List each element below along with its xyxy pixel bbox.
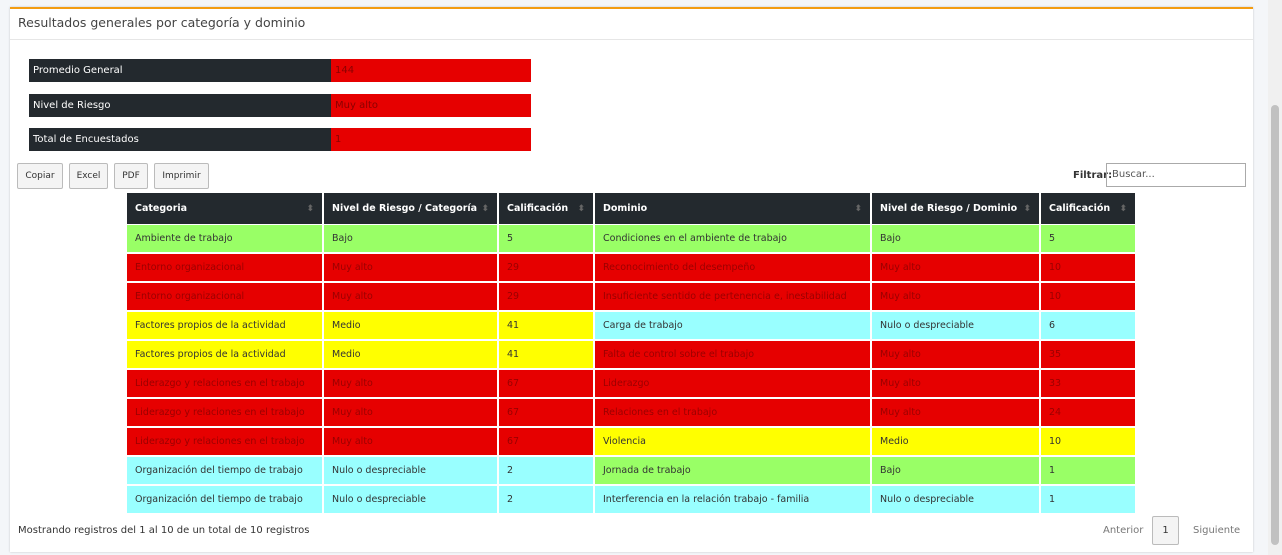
table-cell: 10 <box>1041 283 1137 312</box>
table-cell: Liderazgo y relaciones en el trabajo <box>127 370 324 399</box>
search-input[interactable]: Buscar... <box>1106 163 1246 187</box>
table-cell: Muy alto <box>324 283 499 312</box>
table-cell: Organización del tiempo de trabajo <box>127 457 324 486</box>
table-cell: 67 <box>499 399 595 428</box>
table-info: Mostrando registros del 1 al 10 de un to… <box>18 525 310 536</box>
table-cell: 2 <box>499 457 595 486</box>
table-cell: Medio <box>872 428 1041 457</box>
table-cell: Bajo <box>872 225 1041 254</box>
table-cell: Muy alto <box>872 341 1041 370</box>
table-cell: Medio <box>324 341 499 370</box>
table-cell: Nulo o despreciable <box>324 457 499 486</box>
table-cell: Muy alto <box>872 283 1041 312</box>
table-cell: Relaciones en el trabajo <box>595 399 872 428</box>
summary-value: Muy alto <box>331 93 531 117</box>
column-header[interactable]: Categoria <box>127 193 324 224</box>
table-cell: Muy alto <box>324 370 499 399</box>
table-cell: Falta de control sobre el trabajo <box>595 341 872 370</box>
export-button[interactable]: PDF <box>114 163 148 189</box>
table-cell: Factores propios de la actividad <box>127 312 324 341</box>
table-cell: Muy alto <box>872 254 1041 283</box>
table-cell: Medio <box>324 312 499 341</box>
table-cell: 67 <box>499 370 595 399</box>
table-cell: Muy alto <box>872 399 1041 428</box>
table-cell: 5 <box>1041 225 1137 254</box>
table-cell: Carga de trabajo <box>595 312 872 341</box>
table-cell: Nulo o despreciable <box>324 486 499 515</box>
table-cell: Nulo o despreciable <box>872 312 1041 341</box>
column-header[interactable]: Nivel de Riesgo / Categoría <box>324 193 499 224</box>
table-cell: Interferencia en la relación trabajo - f… <box>595 486 872 515</box>
pagination-previous[interactable]: Anterior <box>1103 525 1144 536</box>
table-cell: 2 <box>499 486 595 515</box>
table-cell: 67 <box>499 428 595 457</box>
table-cell: 29 <box>499 254 595 283</box>
summary-label: Promedio General <box>29 59 331 82</box>
table-cell: Nulo o despreciable <box>872 486 1041 515</box>
table-cell: Jornada de trabajo <box>595 457 872 486</box>
table-cell: Liderazgo y relaciones en el trabajo <box>127 428 324 457</box>
export-button[interactable]: Copiar <box>17 163 63 189</box>
column-header[interactable]: Calificación <box>499 193 595 224</box>
table-cell: 29 <box>499 283 595 312</box>
table-cell: 24 <box>1041 399 1137 428</box>
export-button[interactable]: Imprimir <box>154 163 209 189</box>
table-cell: Muy alto <box>324 254 499 283</box>
table-cell: 10 <box>1041 254 1137 283</box>
table-cell: Insuficiente sentido de pertenencia e, i… <box>595 283 872 312</box>
summary-label: Nivel de Riesgo <box>29 93 331 117</box>
card-title: Resultados generales por categoría y dom… <box>18 15 306 30</box>
table-cell: Entorno organizacional <box>127 254 324 283</box>
table-cell: Bajo <box>324 225 499 254</box>
scrollbar[interactable] <box>1268 0 1282 555</box>
table-cell: Factores propios de la actividad <box>127 341 324 370</box>
table-cell: 35 <box>1041 341 1137 370</box>
table-cell: 41 <box>499 312 595 341</box>
table-cell: Violencia <box>595 428 872 457</box>
column-header[interactable]: Calificación <box>1041 193 1137 224</box>
table-cell: 6 <box>1041 312 1137 341</box>
export-button[interactable]: Excel <box>69 163 108 189</box>
table-cell: Liderazgo <box>595 370 872 399</box>
column-header[interactable]: Dominio <box>595 193 872 224</box>
pagination-current[interactable]: 1 <box>1152 516 1179 545</box>
card-header <box>10 9 1253 40</box>
table-cell: Muy alto <box>324 428 499 457</box>
table-cell: Muy alto <box>872 370 1041 399</box>
table-cell: 1 <box>1041 486 1137 515</box>
pagination-next[interactable]: Siguiente <box>1193 525 1241 536</box>
table-cell: Entorno organizacional <box>127 283 324 312</box>
table-cell: 33 <box>1041 370 1137 399</box>
table-cell: Ambiente de trabajo <box>127 225 324 254</box>
table-cell: Reconocimiento del desempeño <box>595 254 872 283</box>
table-cell: 41 <box>499 341 595 370</box>
column-header[interactable]: Nivel de Riesgo / Dominio <box>872 193 1041 224</box>
summary-value: 1 <box>331 128 531 151</box>
table-cell: 1 <box>1041 457 1137 486</box>
table-cell: 5 <box>499 225 595 254</box>
table-cell: Bajo <box>872 457 1041 486</box>
table-cell: Muy alto <box>324 399 499 428</box>
table-cell: Condiciones en el ambiente de trabajo <box>595 225 872 254</box>
summary-value: 144 <box>331 59 531 82</box>
filter-label: Filtrar: <box>1073 170 1113 181</box>
table-cell: Liderazgo y relaciones en el trabajo <box>127 399 324 428</box>
table-cell: Organización del tiempo de trabajo <box>127 486 324 515</box>
table-cell: 10 <box>1041 428 1137 457</box>
summary-label: Total de Encuestados <box>29 128 331 151</box>
